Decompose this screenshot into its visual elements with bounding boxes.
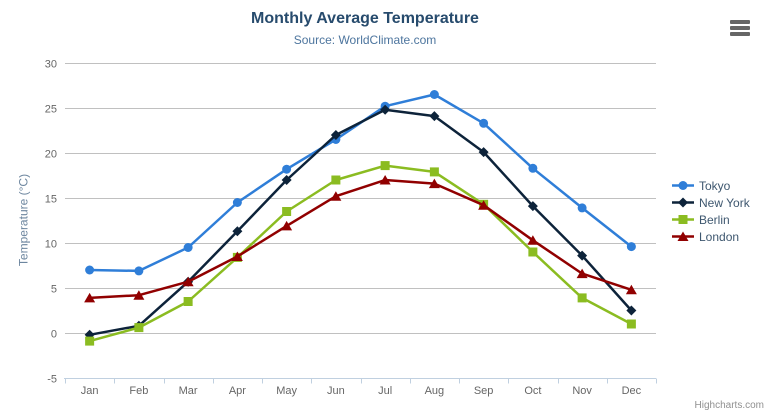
y-tick-label: 30 bbox=[45, 59, 57, 71]
data-point[interactable] bbox=[330, 130, 341, 140]
legend-item-tokyo[interactable]: Tokyo bbox=[672, 177, 750, 194]
x-tick-label: Dec bbox=[622, 385, 642, 397]
x-axis-labels: Jan Feb Mar Apr May Jun Jul Aug Sep Oct Nov Dec bbox=[81, 385, 642, 397]
gridlines bbox=[65, 63, 656, 334]
legend-item-new-york[interactable]: New York bbox=[672, 194, 750, 211]
data-point[interactable] bbox=[478, 147, 489, 158]
series-london[interactable] bbox=[84, 175, 637, 303]
chart-subtitle: Source: WorldClimate.com bbox=[293, 33, 437, 47]
series-new-york[interactable] bbox=[84, 104, 637, 340]
legend-marker-icon bbox=[672, 181, 694, 190]
data-point[interactable] bbox=[626, 242, 636, 252]
data-point[interactable] bbox=[232, 198, 242, 207]
legend-item-berlin[interactable]: Berlin bbox=[672, 211, 750, 228]
data-point[interactable] bbox=[379, 175, 391, 185]
data-point bbox=[678, 215, 688, 224]
hamburger-menu-icon bbox=[730, 20, 752, 36]
data-point[interactable] bbox=[183, 297, 193, 306]
data-point[interactable] bbox=[380, 104, 391, 115]
y-tick-label: 15 bbox=[45, 194, 57, 206]
y-tick-label: 20 bbox=[45, 149, 57, 161]
data-point[interactable] bbox=[282, 207, 292, 216]
legend-label: Berlin bbox=[699, 212, 730, 227]
data-point[interactable] bbox=[428, 178, 440, 189]
x-tick-label: Sep bbox=[474, 385, 494, 397]
data-point[interactable] bbox=[85, 336, 95, 346]
data-point[interactable] bbox=[134, 266, 144, 276]
data-point[interactable] bbox=[625, 284, 637, 295]
data-point[interactable] bbox=[429, 167, 439, 177]
data-point[interactable] bbox=[626, 319, 636, 329]
legend-marker-icon bbox=[672, 215, 694, 224]
legend-label: New York bbox=[699, 195, 750, 210]
data-point[interactable] bbox=[577, 250, 588, 261]
context-menu-button[interactable] bbox=[728, 18, 754, 40]
data-point[interactable] bbox=[85, 265, 95, 275]
legend-marker-icon bbox=[672, 197, 694, 208]
y-tick-label: 0 bbox=[51, 329, 57, 341]
data-point[interactable] bbox=[331, 175, 341, 185]
x-tick-label: Jul bbox=[378, 385, 392, 397]
data-point[interactable] bbox=[84, 292, 96, 303]
data-point[interactable] bbox=[231, 251, 243, 262]
x-tick-label: Oct bbox=[524, 385, 541, 397]
data-point[interactable] bbox=[576, 268, 588, 279]
x-tick-label: Feb bbox=[129, 385, 148, 397]
legend-label: Tokyo bbox=[699, 178, 731, 193]
x-tick-label: Mar bbox=[179, 385, 198, 397]
legend-item-london[interactable]: London bbox=[672, 228, 750, 245]
data-point[interactable] bbox=[528, 247, 538, 257]
data-point[interactable] bbox=[577, 293, 587, 303]
x-tick-label: May bbox=[276, 385, 297, 397]
series-tokyo[interactable] bbox=[85, 90, 636, 276]
data-point[interactable] bbox=[282, 164, 292, 174]
y-tick-label: 10 bbox=[45, 239, 57, 251]
data-point[interactable] bbox=[183, 243, 193, 252]
legend-label: London bbox=[699, 229, 740, 244]
x-tick-label: Apr bbox=[229, 385, 246, 397]
data-point[interactable] bbox=[528, 163, 538, 173]
x-tick-label: Aug bbox=[425, 385, 445, 397]
data-point[interactable] bbox=[626, 305, 637, 316]
data-point bbox=[678, 197, 688, 208]
data-point[interactable] bbox=[429, 111, 440, 122]
chart-title: Monthly Average Temperature bbox=[251, 10, 479, 27]
legend-marker-icon bbox=[672, 231, 694, 241]
data-point[interactable] bbox=[577, 203, 587, 213]
data-point[interactable] bbox=[478, 200, 490, 210]
x-tick-label: Jan bbox=[81, 385, 99, 397]
data-point[interactable] bbox=[134, 323, 144, 333]
data-point[interactable] bbox=[281, 220, 293, 231]
data-point[interactable] bbox=[232, 226, 243, 237]
data-point[interactable] bbox=[182, 276, 194, 287]
y-tick-label: 25 bbox=[45, 104, 57, 116]
y-tick-label: 5 bbox=[51, 284, 57, 296]
data-point[interactable] bbox=[429, 90, 439, 99]
data-point[interactable] bbox=[133, 290, 145, 300]
x-tick-label: Nov bbox=[572, 385, 592, 397]
credits-link[interactable]: Highcharts.com bbox=[694, 400, 764, 411]
x-axis bbox=[64, 378, 657, 384]
data-point[interactable] bbox=[281, 175, 292, 185]
y-tick-label: -5 bbox=[47, 374, 57, 386]
legend: Tokyo New York Berlin London bbox=[672, 177, 750, 245]
x-tick-label: Jun bbox=[327, 385, 345, 397]
data-point[interactable] bbox=[479, 118, 489, 128]
data-point[interactable] bbox=[380, 161, 390, 171]
y-axis-labels: 30 25 20 15 10 5 0 -5 bbox=[45, 59, 57, 386]
data-point[interactable] bbox=[527, 235, 539, 245]
data-point[interactable] bbox=[330, 191, 342, 201]
data-point[interactable] bbox=[527, 201, 538, 212]
data-point bbox=[678, 181, 688, 190]
data-point bbox=[677, 231, 689, 241]
